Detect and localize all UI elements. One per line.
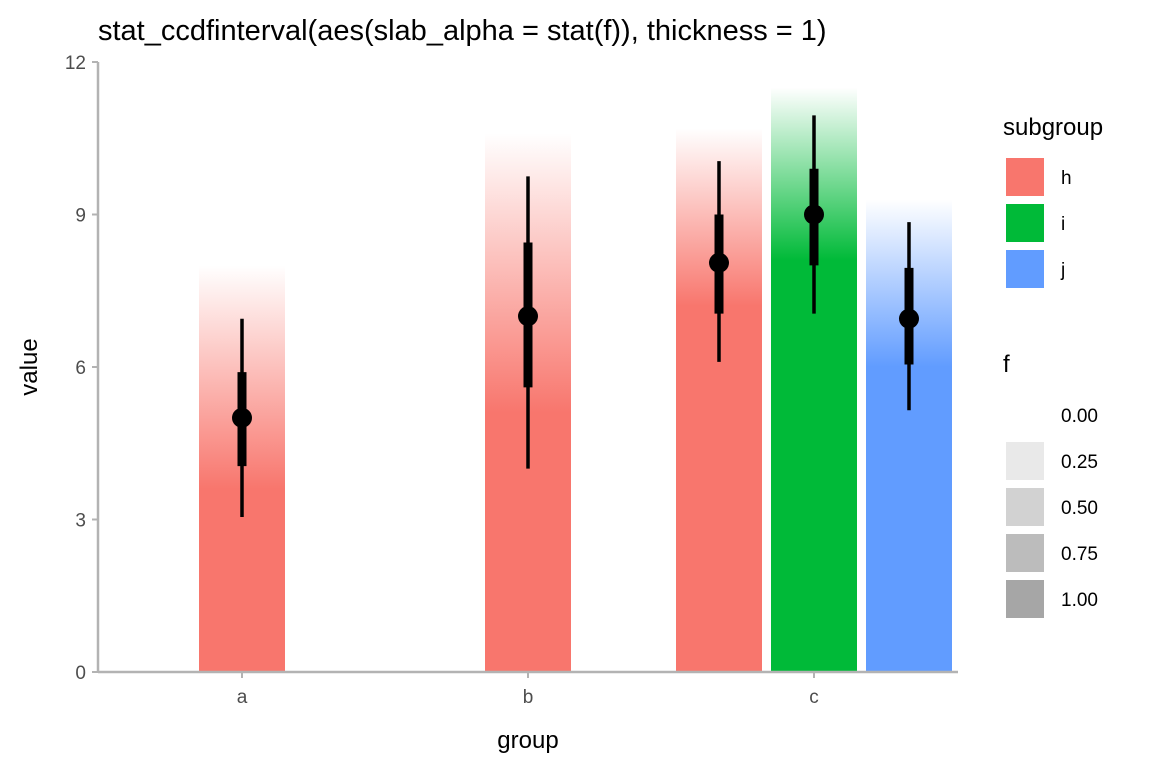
- y-axis-label: value: [16, 338, 43, 395]
- legend-f-key: [1006, 534, 1044, 572]
- x-tick-label: c: [809, 687, 819, 708]
- chart-title: stat_ccdfinterval(aes(slab_alpha = stat(…: [98, 15, 827, 47]
- y-tick-label: 12: [65, 53, 86, 74]
- legend-f-label: 0.00: [1061, 406, 1098, 427]
- x-ticks: a b c: [237, 672, 819, 708]
- legend-f-label: 1.00: [1061, 590, 1098, 611]
- median-point-c-h: [709, 252, 729, 273]
- legend-key-h: [1006, 158, 1044, 196]
- legend-f-label: 0.50: [1061, 498, 1098, 519]
- legend-f: 0.00 0.25 0.50 0.75 1.00: [1006, 396, 1098, 618]
- legend-f-label: 0.75: [1061, 544, 1098, 565]
- legend-key-i: [1006, 204, 1044, 242]
- y-tick-label: 3: [75, 511, 86, 532]
- legend-f-title: f: [1003, 351, 1010, 378]
- x-tick-label: a: [237, 687, 248, 708]
- intervals: [232, 115, 919, 517]
- y-tick-label: 0: [75, 663, 86, 684]
- y-tick-label: 6: [75, 358, 86, 379]
- legend-label-h: h: [1061, 168, 1072, 189]
- y-tick-label: 9: [75, 206, 86, 227]
- legend-f-key: [1006, 580, 1044, 618]
- legend-f-key: [1006, 442, 1044, 480]
- legend-subgroup: h i j: [1006, 158, 1072, 288]
- median-point-b-h: [518, 306, 538, 327]
- median-point-c-i: [804, 204, 824, 225]
- x-tick-label: b: [523, 687, 534, 708]
- legend-f-key: [1006, 488, 1044, 526]
- x-axis-label: group: [497, 727, 558, 754]
- median-point-c-j: [899, 308, 919, 329]
- slabs: [199, 87, 952, 673]
- legend-subgroup-title: subgroup: [1003, 114, 1103, 141]
- legend-key-j: [1006, 250, 1044, 288]
- legend-label-i: i: [1061, 214, 1065, 235]
- legend-f-label: 0.25: [1061, 452, 1098, 473]
- y-ticks: 0 3 6 9 12: [65, 53, 98, 684]
- legend-label-j: j: [1060, 260, 1065, 281]
- median-point-a-h: [232, 407, 252, 428]
- legend-f-key: [1006, 396, 1044, 434]
